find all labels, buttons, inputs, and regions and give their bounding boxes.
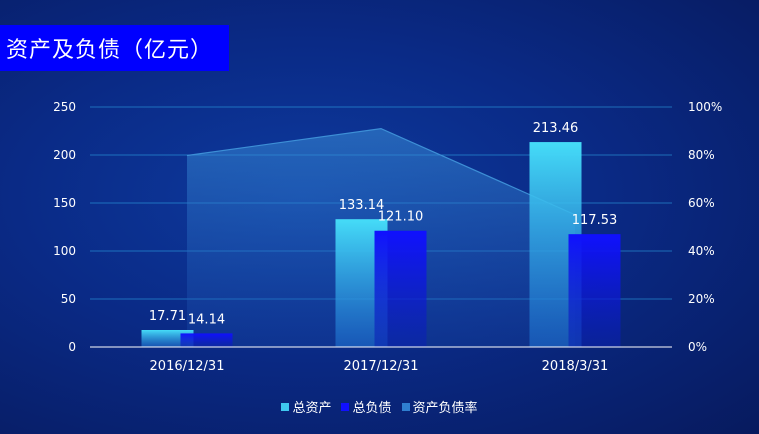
area-line — [186, 127, 576, 216]
bar-total-liabilities — [568, 234, 621, 347]
y-left-tick-label: 250 — [53, 100, 76, 114]
y-right-tick-label: 80% — [688, 148, 715, 162]
bar-total-liabilities — [180, 333, 233, 347]
y-right-tick-label: 60% — [688, 196, 715, 210]
x-tick-label: 2017/12/31 — [344, 359, 419, 374]
legend-swatch — [401, 402, 410, 411]
y-right-tick-label: 20% — [688, 292, 715, 306]
bar-data-label: 117.53 — [572, 213, 618, 228]
legend-swatch — [281, 402, 290, 411]
legend-label: 总负债 — [352, 401, 392, 416]
legend-swatch — [341, 402, 350, 411]
legend-item[interactable]: 资产负债率 — [401, 397, 478, 416]
y-left-tick-label: 100 — [53, 244, 76, 258]
x-tick-label: 2018/3/31 — [542, 359, 609, 374]
chart-legend: 总资产 总负债 资产负债率 — [0, 397, 759, 416]
y-right-tick-label: 100% — [688, 100, 722, 114]
legend-item[interactable]: 总负债 — [341, 397, 392, 416]
bar-data-label: 17.71 — [149, 309, 186, 324]
bar-total-liabilities — [374, 230, 427, 347]
bar-data-label: 14.14 — [188, 312, 225, 327]
bar-data-label: 121.10 — [378, 210, 424, 225]
legend-label: 总资产 — [292, 401, 332, 416]
chart-title: 资产及负债（亿元） — [0, 25, 229, 71]
legend-item[interactable]: 总资产 — [281, 397, 331, 416]
x-tick-label: 2016/12/31 — [150, 359, 225, 374]
bar-data-label: 213.46 — [533, 121, 579, 136]
y-left-tick-label: 0 — [68, 340, 76, 354]
y-right-tick-label: 0% — [688, 340, 707, 354]
legend-label: 资产负债率 — [412, 401, 478, 416]
bar-data-label: 133.14 — [339, 198, 385, 213]
y-left-tick-label: 50 — [61, 292, 76, 306]
y-left-tick-label: 200 — [53, 148, 76, 162]
y-right-tick-label: 40% — [688, 244, 715, 258]
y-left-tick-label: 150 — [53, 196, 76, 210]
